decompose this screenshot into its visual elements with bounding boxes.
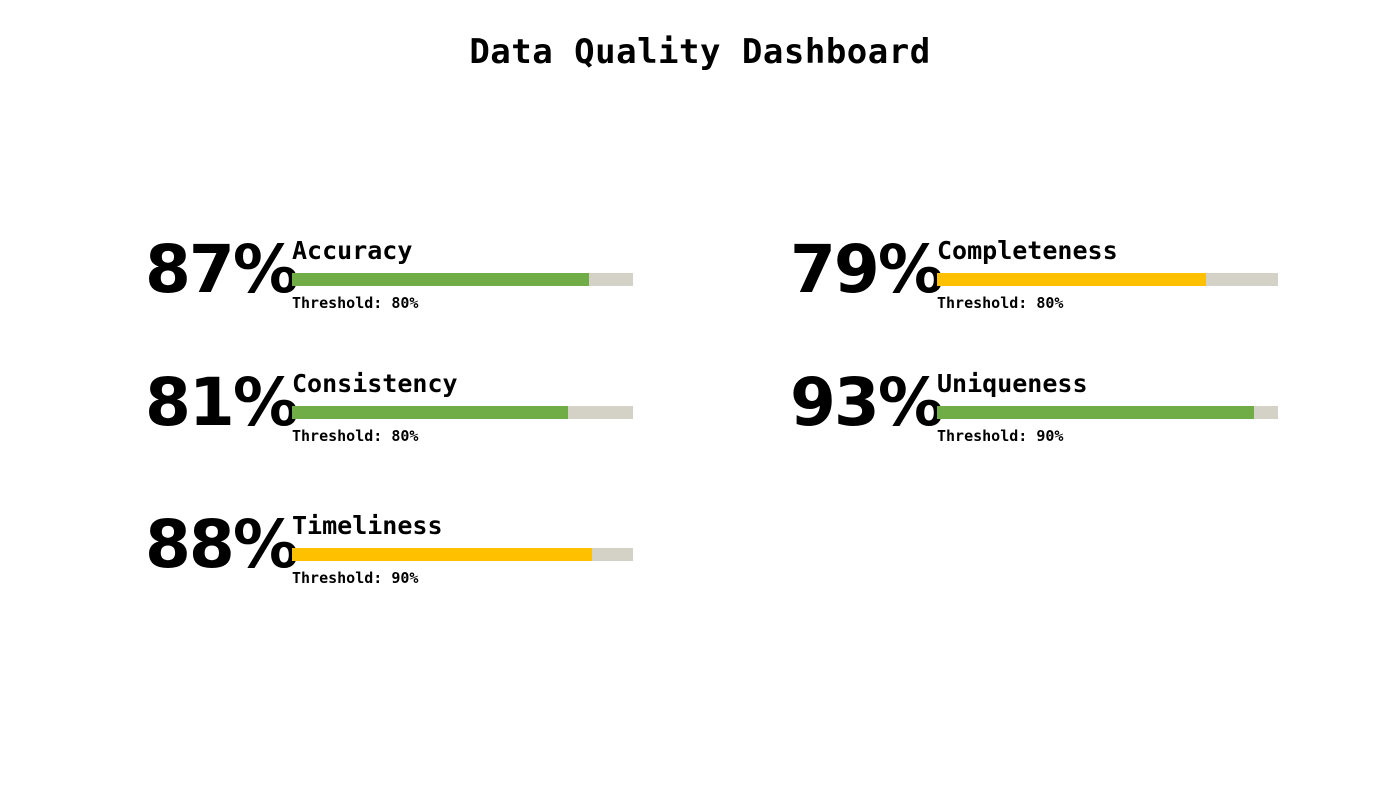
threshold-label: Threshold: 80%	[937, 294, 1064, 312]
progress-fill	[292, 406, 569, 419]
metric-value: 93%	[790, 364, 944, 441]
metric-value: 79%	[790, 231, 944, 308]
progress-track	[937, 406, 1278, 419]
metric-timeliness: 88% Timeliness Threshold: 90%	[145, 512, 645, 592]
dashboard-title: Data Quality Dashboard	[469, 32, 931, 72]
threshold-label: Threshold: 90%	[937, 427, 1064, 445]
progress-track	[292, 273, 633, 286]
metric-accuracy: 87% Accuracy Threshold: 80%	[145, 237, 645, 317]
metric-completeness: 79% Completeness Threshold: 80%	[790, 237, 1290, 317]
metric-value: 87%	[145, 231, 299, 308]
progress-fill	[937, 273, 1207, 286]
threshold-label: Threshold: 80%	[292, 294, 419, 312]
threshold-label: Threshold: 80%	[292, 427, 419, 445]
threshold-label: Threshold: 90%	[292, 569, 419, 587]
metric-label: Consistency	[292, 369, 458, 398]
progress-fill	[292, 273, 589, 286]
metric-label: Completeness	[937, 236, 1118, 265]
progress-track	[292, 548, 633, 561]
metric-label: Accuracy	[292, 236, 413, 265]
metric-label: Timeliness	[292, 511, 443, 540]
progress-track	[292, 406, 633, 419]
metric-value: 81%	[145, 364, 299, 441]
metric-value: 88%	[145, 506, 299, 583]
metric-label: Uniqueness	[937, 369, 1088, 398]
progress-fill	[292, 548, 593, 561]
metric-consistency: 81% Consistency Threshold: 80%	[145, 370, 645, 450]
progress-fill	[937, 406, 1255, 419]
progress-track	[937, 273, 1278, 286]
metric-uniqueness: 93% Uniqueness Threshold: 90%	[790, 370, 1290, 450]
